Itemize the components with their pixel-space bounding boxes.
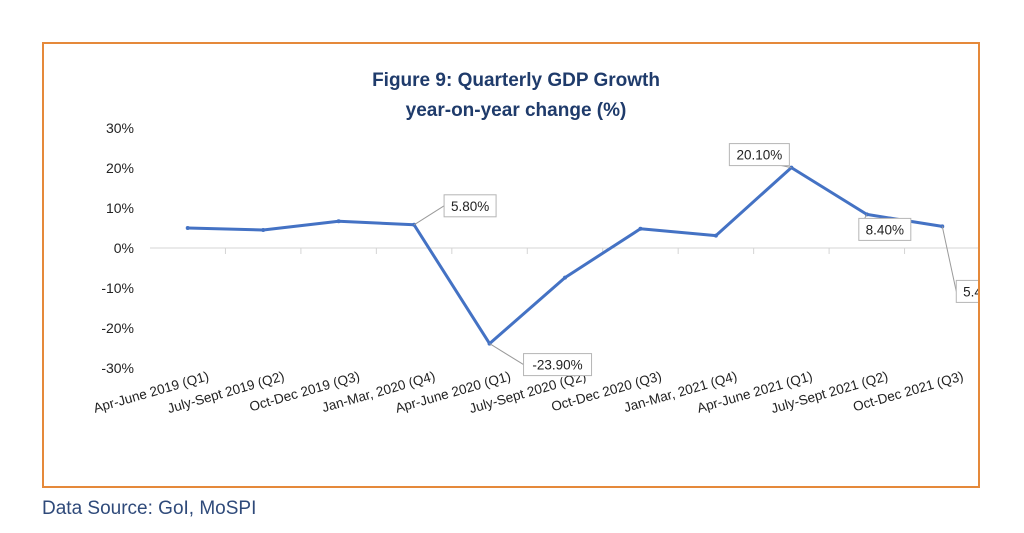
data-label: 5.80% [451, 199, 489, 214]
data-label-leader [489, 343, 524, 366]
y-tick-label: -20% [101, 320, 134, 336]
y-tick-label: 20% [106, 160, 134, 176]
y-tick-label: 10% [106, 200, 134, 216]
data-point [261, 228, 266, 232]
data-point [789, 165, 794, 170]
gridlines [150, 247, 978, 254]
data-label-leader [941, 226, 957, 292]
data-label: 20.10% [736, 148, 782, 163]
data-label: -23.90% [532, 358, 582, 373]
y-tick-label: 30% [106, 120, 134, 136]
data-label-box [858, 217, 912, 241]
series-layer [185, 165, 945, 346]
data-source-note: Data Source: GoI, MoSPI [42, 498, 257, 519]
data-label-box [955, 279, 978, 303]
data-label-box [443, 194, 497, 218]
line-chart: Figure 9: Quarterly GDP Growth year-on-y… [92, 70, 978, 416]
data-point [185, 226, 190, 230]
y-axis: -30% -20% -10% 0% 10% 20% 30% [101, 120, 134, 376]
data-label-box [523, 353, 593, 377]
data-point [713, 233, 718, 238]
data-labels-layer: 5.80% -23.90% 20.10% 8.40% 5.40% [413, 143, 978, 377]
y-tick-label: -10% [101, 280, 134, 296]
data-point [336, 219, 341, 224]
data-label-box [728, 143, 790, 167]
data-point [638, 226, 643, 231]
y-tick-label: -30% [101, 360, 134, 376]
chart-title-line-2: year-on-year change (%) [406, 100, 627, 121]
data-label: 5.40% [963, 284, 978, 299]
data-label: 8.40% [866, 222, 904, 237]
series-line [187, 166, 943, 346]
data-point [563, 275, 567, 280]
chart-title-line-1: Figure 9: Quarterly GDP Growth [372, 70, 660, 91]
data-label-leader [413, 205, 445, 226]
y-tick-label: 0% [114, 240, 134, 256]
chart-frame: Figure 9: Quarterly GDP Growth year-on-y… [42, 42, 980, 488]
